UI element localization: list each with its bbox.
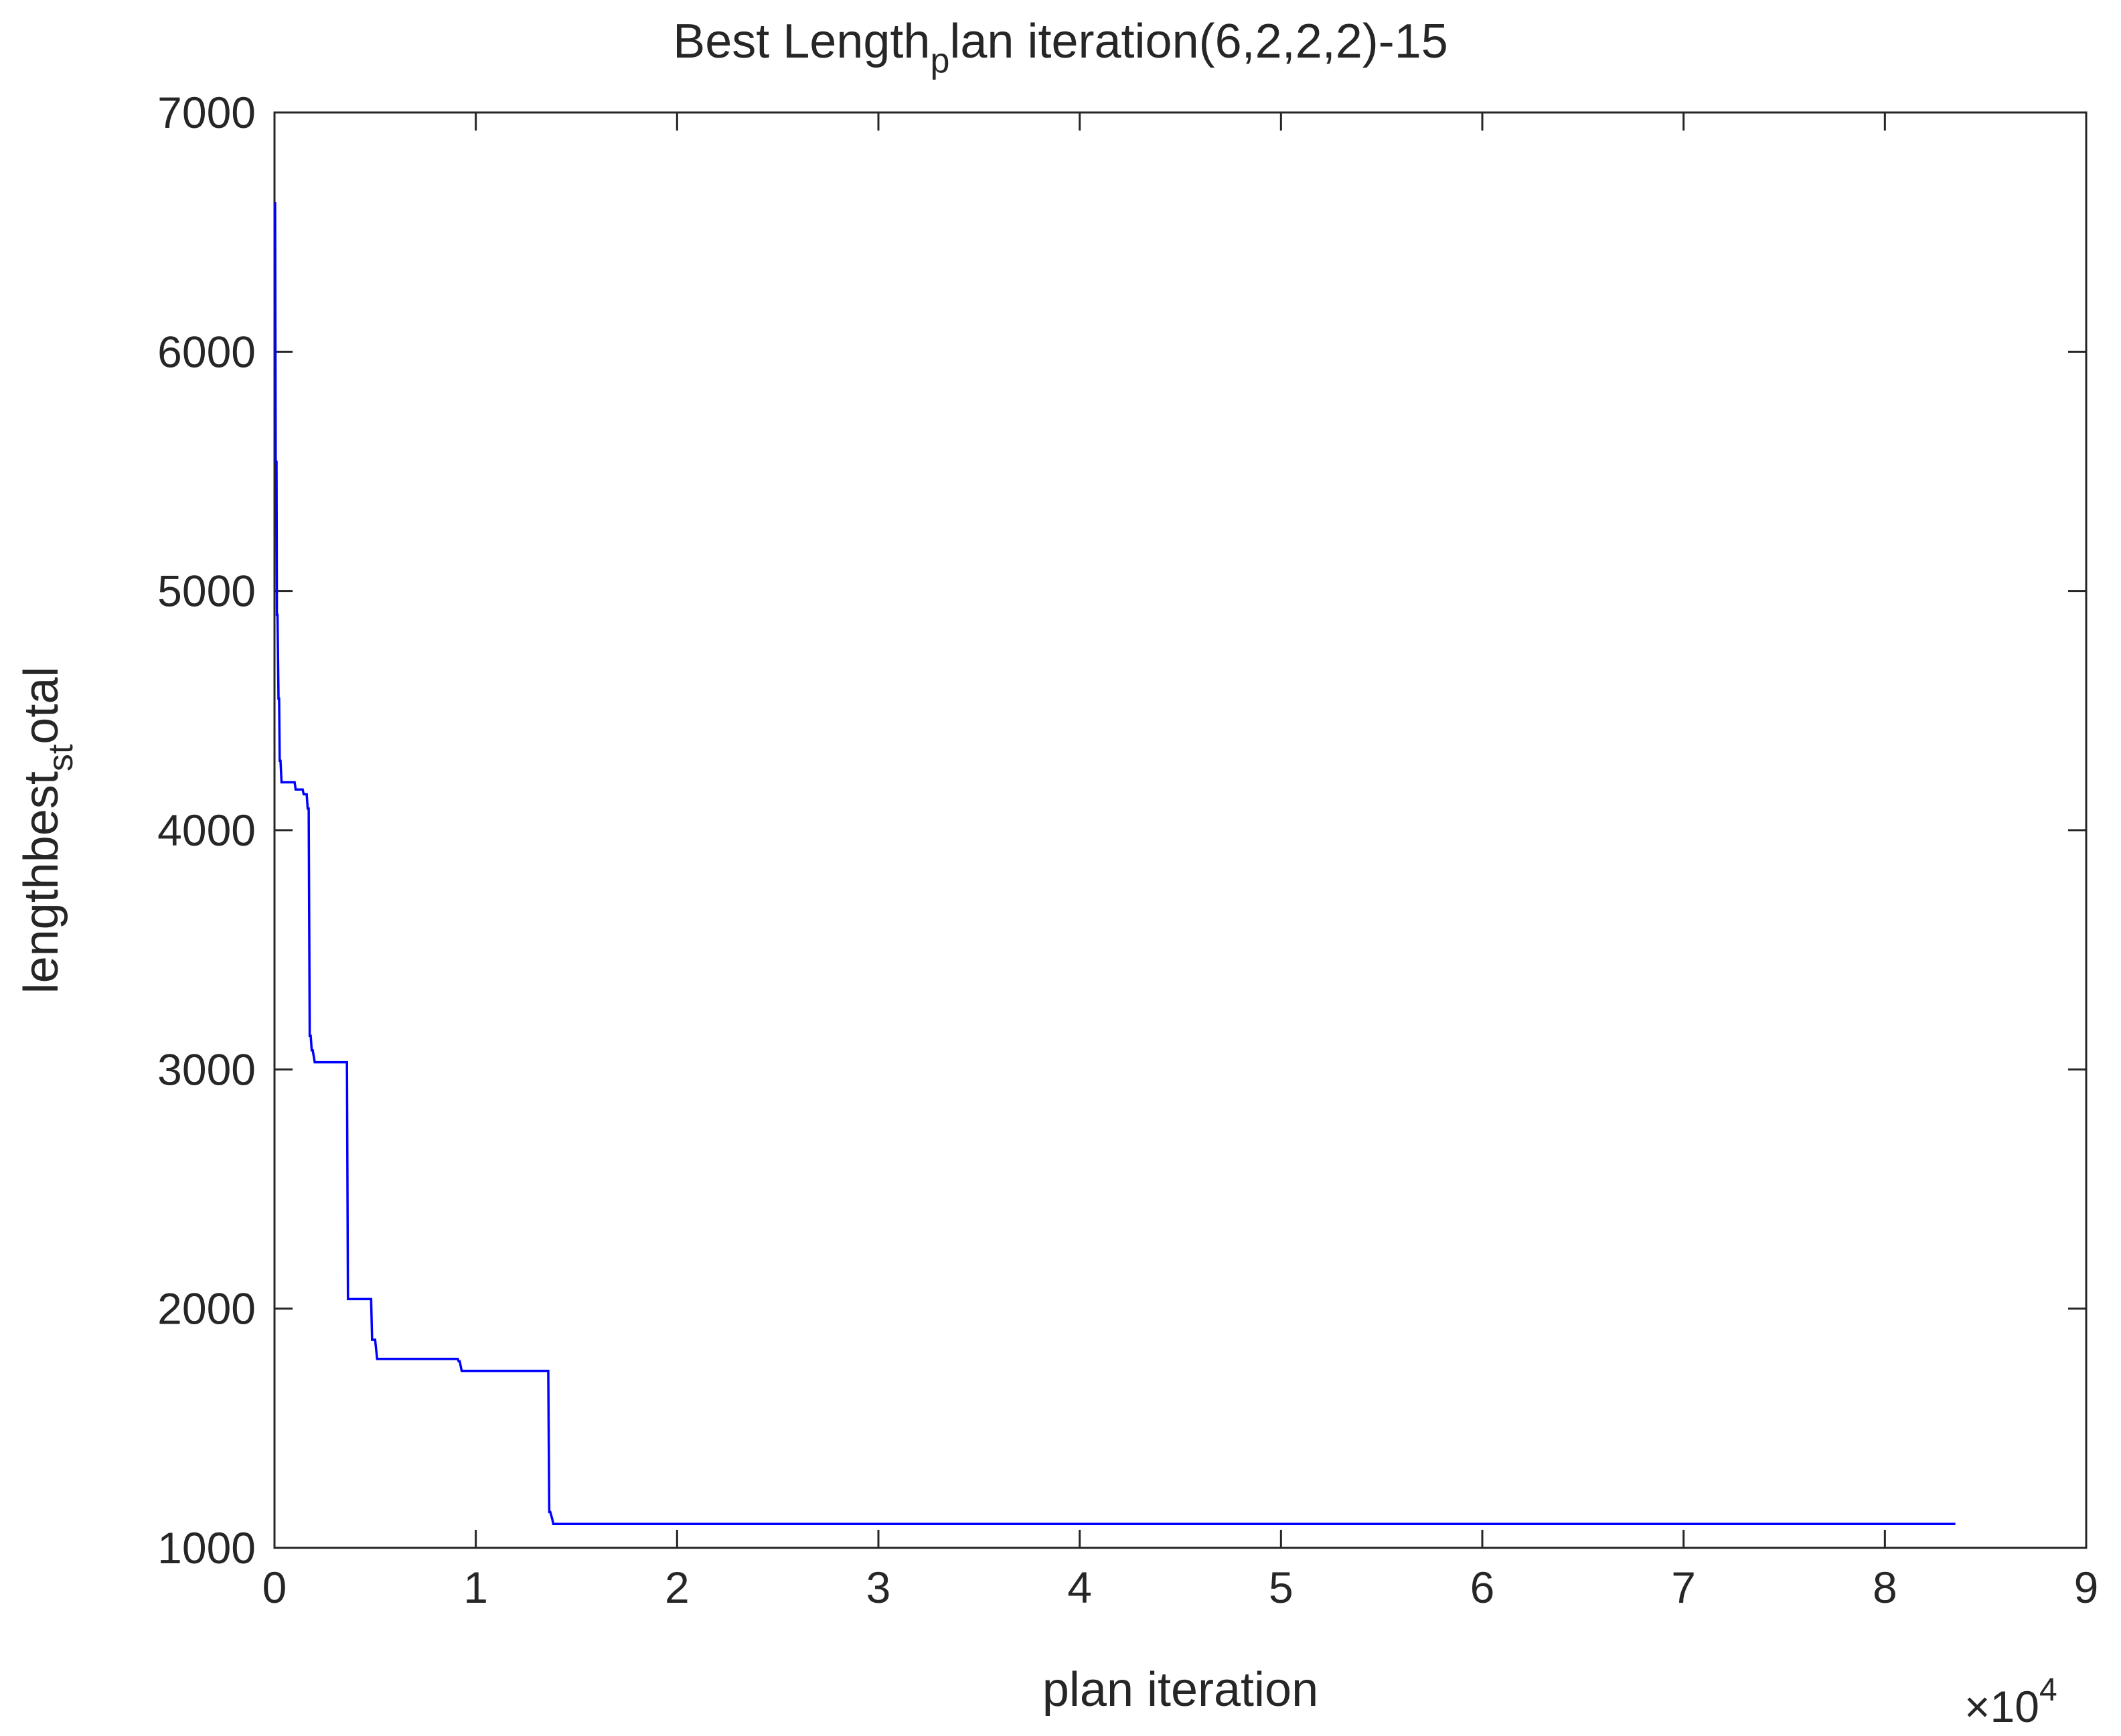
y-axis-label-rest: otal — [15, 667, 68, 744]
y-axis-tick-labels: 1000 2000 3000 4000 5000 6000 7000 — [157, 88, 256, 1573]
y-tick-label: 1000 — [157, 1523, 256, 1573]
y-axis-ticks — [274, 111, 2086, 1549]
series-line — [274, 202, 1956, 1526]
y-tick-label: 3000 — [157, 1044, 256, 1094]
y-axis-label: lengthbeststotal — [15, 667, 80, 994]
x-tick-label: 2 — [665, 1563, 690, 1612]
y-tick-label: 5000 — [157, 566, 256, 616]
y-axis-label-main: lengthbest — [15, 771, 68, 994]
x-tick-label: 6 — [1470, 1563, 1495, 1612]
x-axis-exponent-base: ×10 — [1964, 1682, 2039, 1731]
x-axis-label: plan iteration — [1042, 1663, 1318, 1717]
chart-title: Best Lengthplan iteration(6,2,2,2)-15 — [673, 15, 1448, 80]
x-tick-label: 7 — [1671, 1563, 1696, 1612]
x-tick-label: 0 — [262, 1563, 287, 1612]
y-tick-label: 4000 — [157, 805, 256, 855]
x-axis-tick-labels: 0 1 2 3 4 5 6 7 8 9 — [262, 1563, 2099, 1612]
x-axis-ticks — [273, 112, 2088, 1548]
chart-title-main: Best Length — [673, 15, 930, 68]
y-tick-label: 6000 — [157, 327, 256, 376]
x-tick-label: 5 — [1269, 1563, 1293, 1612]
x-tick-label: 8 — [1873, 1563, 1897, 1612]
y-axis-label-subscript: st — [42, 744, 80, 771]
x-axis-exponent: ×104 — [1964, 1672, 2057, 1731]
x-axis-exponent-power: 4 — [2039, 1672, 2057, 1708]
x-tick-label: 3 — [866, 1563, 891, 1612]
chart-title-rest: lan iteration(6,2,2,2)-15 — [949, 15, 1447, 68]
y-tick-label: 7000 — [157, 88, 256, 137]
y-tick-label: 2000 — [157, 1284, 256, 1334]
x-tick-label: 9 — [2074, 1563, 2099, 1612]
chart-title-subscript: p — [930, 42, 949, 80]
x-tick-label: 4 — [1067, 1563, 1092, 1612]
x-tick-label: 1 — [463, 1563, 488, 1612]
